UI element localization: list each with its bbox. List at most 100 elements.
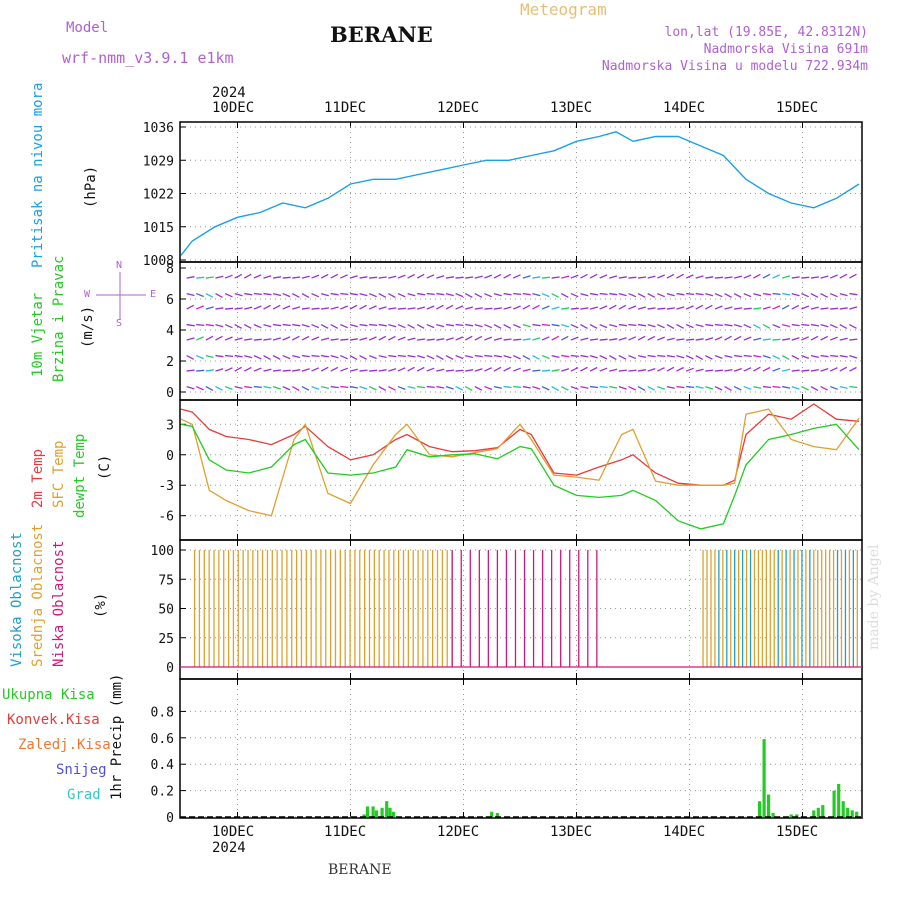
wind-barb — [436, 385, 445, 389]
wind-barb — [599, 338, 608, 341]
y-tick-label: 0 — [166, 661, 174, 676]
wind-barb — [589, 324, 598, 329]
wind-barb — [282, 323, 291, 327]
wind-barb — [580, 354, 589, 358]
wind-barb — [225, 307, 234, 310]
wind-barb — [714, 276, 723, 279]
wind-barb — [839, 354, 848, 358]
wind-barb — [829, 292, 838, 298]
wind-barb — [484, 307, 493, 310]
y-tick-label: 1008 — [143, 254, 174, 269]
wind-barb — [560, 385, 569, 391]
wind-barb — [782, 338, 791, 341]
wind-barb — [791, 276, 800, 279]
wind-barb — [205, 369, 214, 372]
wind-barb — [628, 305, 637, 310]
wind-barb — [647, 292, 656, 298]
wind-barb — [263, 368, 272, 372]
wind-barb — [368, 305, 377, 310]
wind-barb — [541, 354, 550, 360]
wind-barb — [330, 354, 339, 359]
model-elevation: Nadmorska Visina u modelu 722.934m — [601, 59, 868, 74]
wind-barb — [359, 337, 368, 341]
wind-barb — [330, 273, 339, 279]
wind-barb — [801, 354, 810, 360]
wind-barb — [244, 338, 253, 341]
wind-barb — [340, 367, 349, 372]
wind-barb — [820, 275, 829, 279]
wind-barb — [561, 368, 570, 372]
wind-barb — [445, 354, 454, 360]
wind-barb — [272, 337, 281, 341]
wind-barb — [734, 354, 743, 358]
wind-barb — [282, 354, 291, 360]
wind-barb — [224, 385, 233, 391]
wind-barb — [801, 292, 809, 298]
wind-barb — [292, 306, 301, 310]
precip-bar — [850, 810, 854, 817]
wind-barb — [397, 323, 406, 329]
pressure-unit: (hPa) — [83, 165, 99, 208]
elevation: Nadmorska Visina 691m — [703, 42, 868, 57]
wind-barb — [762, 324, 771, 329]
wind-barb — [474, 368, 483, 372]
wind-barb — [791, 354, 800, 360]
wind-barb — [637, 276, 647, 279]
y-tick-label: 1036 — [143, 121, 174, 136]
wind-barb — [474, 292, 483, 298]
wind-barb — [810, 368, 819, 372]
wind-barb — [321, 307, 330, 310]
wind-barb — [705, 323, 714, 327]
wind-barb — [772, 367, 781, 372]
wind-barb — [436, 338, 445, 341]
wind-barb — [580, 307, 589, 310]
wind-barb — [224, 274, 233, 279]
wind-barb — [503, 273, 512, 279]
precip-bar — [391, 811, 395, 817]
wind-barb — [205, 335, 214, 341]
wind-barb — [292, 292, 300, 298]
wind-barb — [320, 366, 329, 372]
wind-barb — [368, 336, 377, 341]
top-year-label: 2024 — [212, 85, 246, 101]
wind-barb — [791, 337, 800, 341]
wind-barb — [762, 306, 771, 310]
wind-barb — [349, 355, 358, 360]
wind-barb — [253, 274, 262, 279]
wind-barb — [397, 354, 406, 358]
wind-barb — [484, 385, 493, 391]
wind-barb — [695, 355, 704, 360]
y-tick-label: 1015 — [143, 221, 174, 236]
wind-barb — [311, 323, 320, 329]
watermark: made by Angel — [866, 544, 882, 651]
top-day-label: 14DEC — [663, 100, 706, 116]
wind-barb — [676, 292, 685, 296]
wind-barb — [743, 354, 752, 358]
wind-barb — [445, 369, 454, 372]
wind-barb — [378, 354, 387, 359]
wind-barb — [772, 354, 781, 360]
wind-barb — [253, 305, 262, 310]
cloud-bars — [180, 550, 862, 668]
wind-barb — [282, 292, 291, 298]
precip-legend-hail: Grad — [67, 787, 101, 803]
wind-barb — [301, 368, 310, 372]
wind-barb — [234, 385, 243, 390]
wind-barb — [244, 306, 253, 310]
wind-barb — [772, 305, 781, 310]
footer-station: BERANE — [328, 862, 392, 878]
wind-barb — [714, 292, 723, 298]
cloud-unit: (%) — [93, 592, 109, 618]
wind-barb — [445, 292, 454, 297]
wind-barb — [359, 292, 368, 297]
wind-barb — [637, 354, 647, 359]
wind-barb — [551, 293, 560, 298]
wind-side-label-1: 10m Vjetar — [30, 292, 46, 377]
wind-barb — [513, 338, 522, 341]
wind-barb — [311, 385, 320, 391]
wind-barb — [666, 273, 675, 279]
wind-barb — [416, 366, 425, 372]
wind-barb — [618, 323, 627, 327]
wind-barb — [570, 385, 579, 390]
wind-barb — [839, 307, 848, 310]
